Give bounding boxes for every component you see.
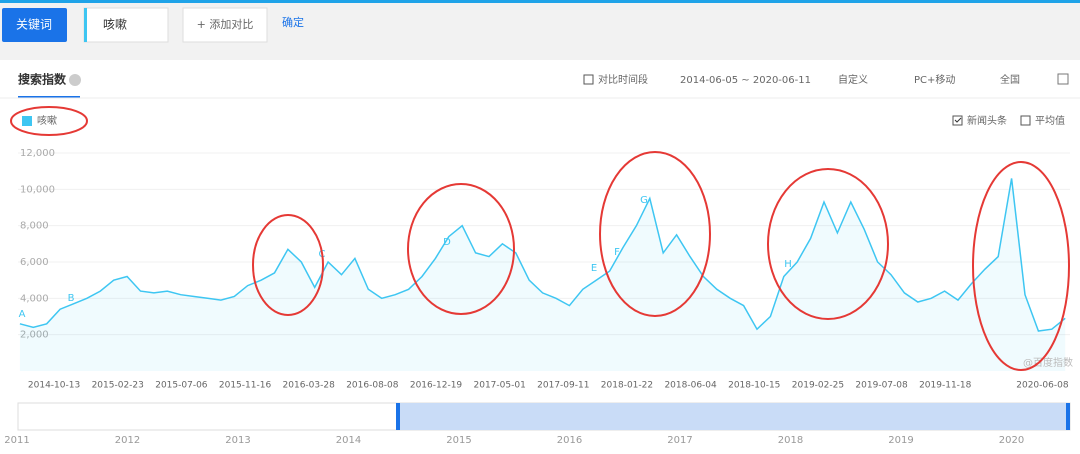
- help-icon[interactable]: [69, 74, 81, 86]
- export-icon[interactable]: [1057, 73, 1069, 85]
- toolbar-bg: [0, 0, 1080, 60]
- confirm-link[interactable]: 确定: [282, 15, 304, 29]
- x-tick-label: 2014-10-13: [28, 381, 80, 391]
- x-tick-label: 2018-01-22: [601, 381, 653, 391]
- region-select[interactable]: 全国: [1000, 73, 1020, 86]
- keyword-button[interactable]: [2, 8, 67, 42]
- x-tick-label: 2015-02-23: [92, 381, 144, 391]
- annotation: F: [614, 247, 620, 258]
- area: [19, 178, 1066, 371]
- navigator-selection[interactable]: [398, 403, 1068, 430]
- x-tick-label: 2016-08-08: [346, 381, 399, 391]
- keyword-button-text[interactable]: 关键词: [16, 18, 52, 32]
- x-tick-label: 2020-06-08: [1016, 381, 1069, 391]
- annotation: D: [443, 237, 451, 248]
- y-tick-label: 6,000: [20, 257, 49, 268]
- chart: 咳嗽 2,000 4,000 6,000 8,000 10,000 12,000 2014-1…: [18, 114, 1070, 391]
- year-label: 2014: [336, 435, 361, 446]
- year-label: 2016: [557, 435, 582, 446]
- highlight-circle: [10, 106, 88, 136]
- highlight-circle: [252, 214, 324, 316]
- highlight-circle: [407, 183, 515, 315]
- custom-select[interactable]: 自定义: [838, 73, 868, 86]
- add-compare-text[interactable]: + 添加对比: [197, 17, 254, 31]
- legend-swatch: [22, 116, 32, 126]
- annotation: H: [784, 259, 792, 270]
- keyword-input[interactable]: [83, 7, 169, 43]
- x-tick-label: 2017-05-01: [474, 381, 526, 391]
- x-tick-label: 2015-07-06: [155, 381, 208, 391]
- annotation: A: [19, 309, 26, 320]
- x-tick-label: 2019-07-08: [855, 381, 908, 391]
- x-tick-label: 2015-11-16: [219, 381, 272, 391]
- tab[interactable]: 搜索指数: [18, 72, 67, 87]
- news-label[interactable]: 新闻头条: [967, 114, 1007, 127]
- y-tick-label: 8,000: [20, 221, 49, 232]
- line: [19, 178, 1066, 332]
- input-text[interactable]: 咳嗽: [103, 18, 127, 32]
- year-label: 2013: [225, 435, 250, 446]
- add-compare-button[interactable]: [182, 7, 268, 43]
- highlight-circle: [599, 151, 711, 317]
- x-tick-label: 2016-03-28: [283, 381, 336, 391]
- x-tick-label: 2018-10-15: [728, 381, 780, 391]
- check-mark: [954, 117, 962, 123]
- navigator-handle[interactable]: [1066, 403, 1070, 430]
- top-bar: [0, 0, 1080, 3]
- legend-label: 咳嗽: [37, 114, 57, 127]
- x-tick-label: 2019-11-18: [919, 381, 972, 391]
- annotation: G: [640, 195, 648, 206]
- device-select[interactable]: PC+移动: [914, 73, 955, 86]
- date-range[interactable]: 2014-06-05 ~ 2020-06-11: [680, 75, 811, 86]
- x-tick-label: 2019-02-25: [792, 381, 844, 391]
- x-tick-label: 2016-12-19: [410, 381, 463, 391]
- year-label: 2020: [999, 435, 1024, 446]
- highlight-circle: [767, 168, 889, 320]
- year-label: 2011: [4, 435, 29, 446]
- checkbox[interactable]: [583, 74, 594, 85]
- navigator-years: 2011 2012 2013 2014 2015 2016 2017 2018 2019 2020: [4, 435, 1024, 446]
- compare-period[interactable]: 对比时间段: [598, 73, 648, 86]
- highlight-circles: [10, 106, 1070, 371]
- input-accent: [84, 8, 87, 42]
- year-label: 2018: [778, 435, 803, 446]
- annotation: E: [591, 263, 597, 274]
- y-tick-label: 4,000: [20, 293, 49, 304]
- y-tick-label: 12,000: [20, 148, 55, 159]
- year-label: 2012: [115, 435, 140, 446]
- news-checkbox[interactable]: [952, 115, 963, 126]
- year-label: 2017: [667, 435, 692, 446]
- average-label[interactable]: 平均值: [1035, 114, 1065, 127]
- y-tick-label: 10,000: [20, 184, 55, 195]
- x-tick-label: 2017-09-11: [537, 381, 589, 391]
- year-label: 2015: [446, 435, 471, 446]
- year-label: 2019: [888, 435, 913, 446]
- y-tick-label: 2,000: [20, 330, 49, 341]
- navigator-handle[interactable]: [396, 403, 400, 430]
- highlight-circle: [972, 161, 1070, 371]
- average-checkbox[interactable]: [1020, 115, 1031, 126]
- x-tick-label: 2018-06-04: [664, 381, 717, 391]
- annotation: B: [68, 293, 75, 304]
